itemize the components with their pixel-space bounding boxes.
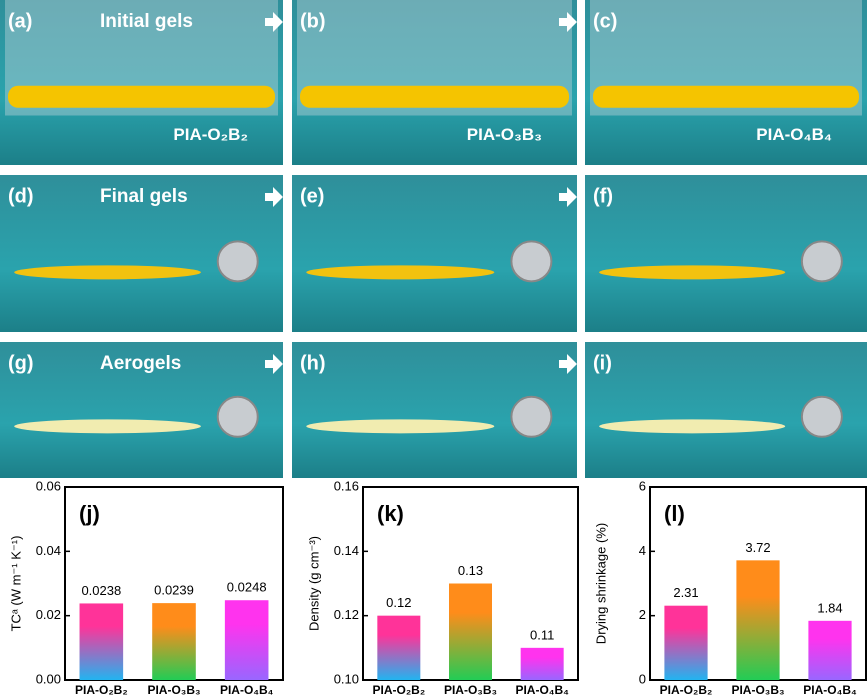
gel <box>593 86 859 108</box>
gel <box>306 419 494 433</box>
bar <box>80 603 124 680</box>
bar <box>225 600 269 680</box>
panel-label: (d) <box>8 185 34 207</box>
y-axis-label: Density (g cm⁻³) <box>306 536 321 631</box>
photo-caption: Initial gels <box>100 11 193 32</box>
value-label: 3.72 <box>745 540 770 555</box>
coin <box>218 397 258 437</box>
x-tick-label: PIA-O₂B₂ <box>372 683 425 697</box>
coin <box>218 241 258 281</box>
gel <box>599 419 785 433</box>
panel-label: (k) <box>377 501 404 526</box>
x-tick-label: PIA-O₃B₃ <box>444 683 497 697</box>
value-label: 0.0239 <box>154 583 194 598</box>
x-tick-label: PIA-O₂B₂ <box>660 683 713 697</box>
y-tick-label: 0 <box>639 671 646 686</box>
panel-label: (h) <box>300 352 326 374</box>
panel-label: (i) <box>593 352 612 374</box>
y-tick-label: 0.12 <box>334 607 359 622</box>
panel-label: (g) <box>8 352 34 374</box>
panel-label: (f) <box>593 185 613 207</box>
x-tick-label: PIA-O₄B₄ <box>515 683 569 697</box>
x-tick-label: PIA-O₂B₂ <box>75 683 128 697</box>
gel <box>14 265 201 279</box>
y-tick-label: 0.14 <box>334 543 359 558</box>
gel <box>300 86 569 108</box>
bar <box>521 648 564 680</box>
gel <box>14 419 201 433</box>
panel-label: (j) <box>79 501 100 526</box>
bar <box>449 584 492 681</box>
gel <box>306 265 494 279</box>
sample-label: PIA-O₂B₂ <box>173 125 248 144</box>
y-tick-label: 0.06 <box>36 478 61 493</box>
y-tick-label: 0.10 <box>334 671 359 686</box>
value-label: 0.13 <box>458 563 483 578</box>
sample-label: PIA-O₃B₃ <box>467 125 542 144</box>
coin <box>802 241 842 281</box>
gel <box>599 265 785 279</box>
x-tick-label: PIA-O₄B₄ <box>220 683 274 697</box>
figure: (a) Initial gels PIA-O₂B₂ (b) PIA-O₃B₃ (c) PIA… <box>0 0 867 698</box>
bar <box>736 560 779 680</box>
value-label: 0.0238 <box>81 583 121 598</box>
value-label: 1.84 <box>817 600 842 615</box>
y-tick-label: 0.02 <box>36 607 61 622</box>
gel <box>8 86 275 108</box>
photo-caption: Final gels <box>100 186 188 207</box>
value-label: 0.12 <box>386 595 411 610</box>
bar <box>808 621 851 680</box>
sample-label: PIA-O₄B₄ <box>756 125 832 144</box>
value-label: 0.11 <box>530 627 554 642</box>
coin <box>511 397 551 437</box>
coin <box>511 241 551 281</box>
y-tick-label: 0.04 <box>36 543 61 558</box>
y-tick-label: 0.16 <box>334 478 359 493</box>
panel-label: (b) <box>300 10 326 32</box>
x-tick-label: PIA-O₃B₃ <box>731 683 784 697</box>
value-label: 2.31 <box>673 585 698 600</box>
bar <box>152 603 196 680</box>
y-tick-label: 4 <box>639 543 646 558</box>
panel-label: (a) <box>8 10 32 32</box>
panel-label: (c) <box>593 10 617 32</box>
coin <box>802 397 842 437</box>
value-label: 0.0248 <box>227 580 267 595</box>
y-tick-label: 6 <box>639 478 646 493</box>
y-axis-label: Drying shrinkage (%) <box>593 523 608 644</box>
y-axis-label: TCᵃ (W m⁻¹ K⁻¹) <box>8 536 23 632</box>
bar <box>664 606 707 680</box>
y-tick-label: 2 <box>639 607 646 622</box>
y-tick-label: 0.00 <box>36 671 61 686</box>
panel-label: (l) <box>664 501 685 526</box>
bar <box>377 616 420 680</box>
photo-caption: Aerogels <box>100 353 181 374</box>
panel-label: (e) <box>300 185 324 207</box>
x-tick-label: PIA-O₄B₄ <box>803 683 857 697</box>
x-tick-label: PIA-O₃B₃ <box>147 683 200 697</box>
